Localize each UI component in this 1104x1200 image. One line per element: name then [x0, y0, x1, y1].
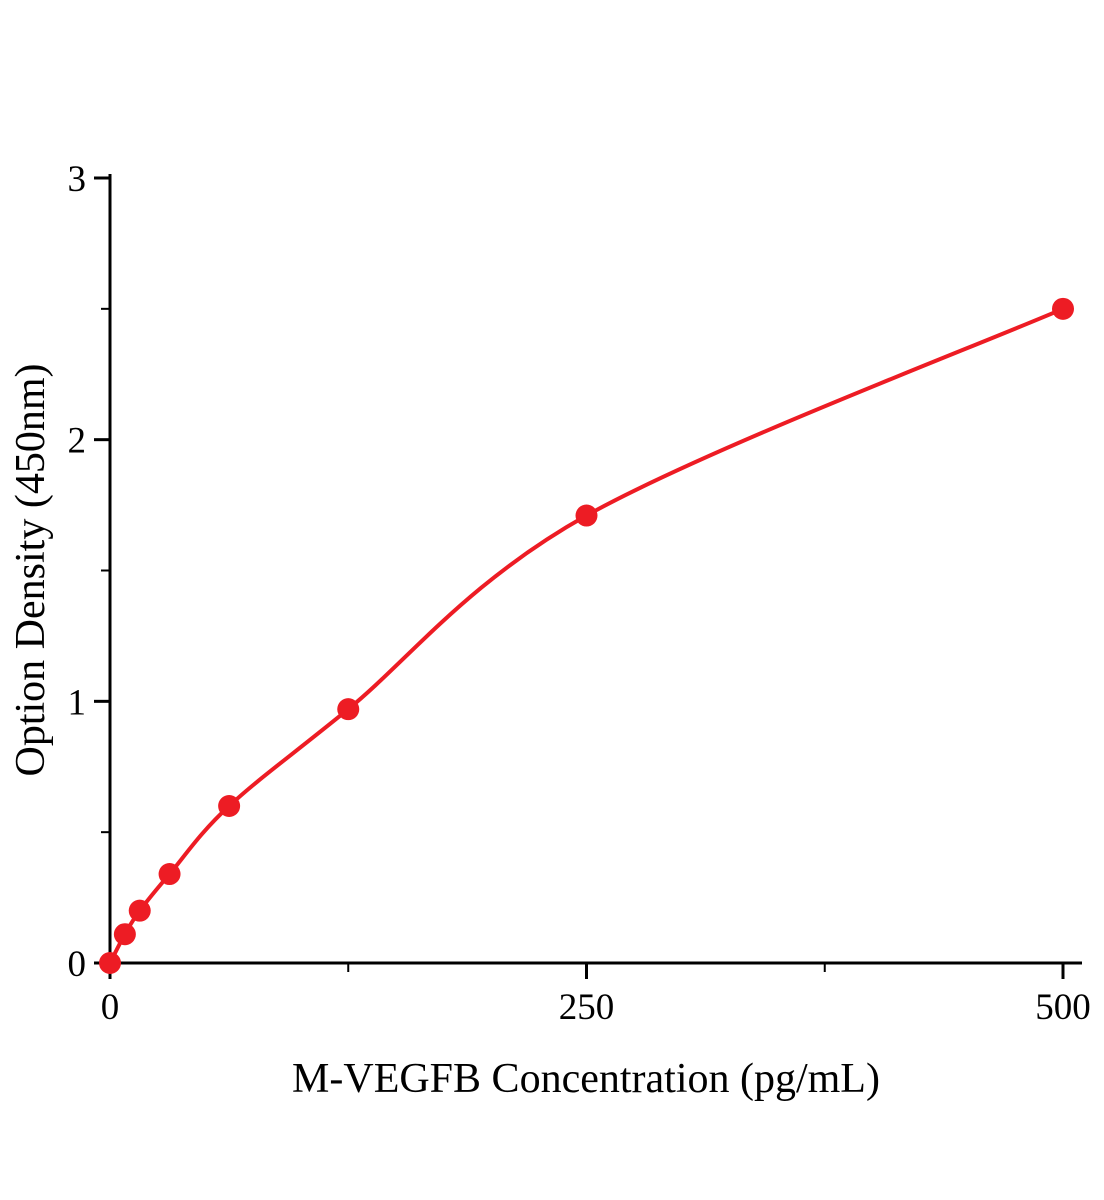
x-tick-label: 0 — [101, 987, 120, 1028]
x-axis-title: M-VEGFB Concentration (pg/mL) — [292, 1056, 880, 1102]
tick-labels: 0 250 500 0 1 2 3 — [68, 159, 1091, 1028]
standard-curve-line — [108, 306, 1065, 965]
data-point-marker — [575, 504, 598, 527]
tick-marks — [94, 176, 1065, 979]
axes — [108, 174, 1082, 965]
data-point-marker — [158, 863, 181, 886]
x-tick-label: 500 — [1035, 987, 1091, 1028]
y-tick-label: 2 — [68, 421, 87, 462]
y-axis-title: Option Density (450nm) — [8, 364, 54, 777]
x-tick-label: 250 — [559, 987, 615, 1028]
data-point-marker — [113, 923, 136, 946]
data-series — [99, 297, 1074, 974]
y-tick-label: 0 — [68, 944, 87, 985]
y-tick-label: 1 — [68, 682, 87, 723]
axis-line — [108, 174, 1082, 965]
data-point-marker — [1052, 297, 1074, 320]
data-point-marker — [99, 952, 121, 974]
y-tick-label: 3 — [68, 159, 87, 200]
data-point-marker — [218, 795, 241, 817]
data-point-marker — [337, 698, 360, 721]
data-point-marker — [128, 899, 151, 922]
